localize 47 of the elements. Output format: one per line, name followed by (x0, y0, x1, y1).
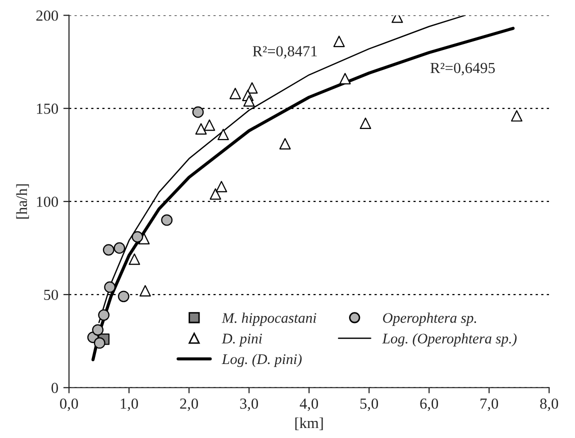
x-tick-label: 6,0 (420, 398, 438, 411)
x-tick-label: 2,0 (180, 398, 198, 411)
point (161, 214, 173, 226)
point (118, 290, 130, 302)
legend-label: Log. (D. pini) (222, 354, 302, 368)
point (94, 337, 106, 349)
x-tick-label: 8,0 (540, 398, 558, 411)
legend-label: M. hippocastani (222, 312, 316, 326)
y-tick-label: 50 (44, 290, 58, 300)
annotation: R²=0,8471 (252, 46, 317, 59)
point (204, 119, 216, 131)
legend-label: Operophtera sp. (383, 312, 476, 326)
point (243, 95, 255, 107)
x-axis-title: [km] (295, 417, 323, 430)
legend-label: Log. (Operophtera sp.) (382, 333, 517, 346)
y-tick-label: 100 (37, 196, 58, 207)
point (195, 123, 207, 135)
x-tick-label: 0,0 (60, 398, 78, 411)
x-tick-label: 3,0 (240, 398, 258, 411)
y-tick-label: 200 (36, 10, 58, 21)
y-tick-label: 0 (52, 382, 58, 394)
point (360, 118, 372, 129)
point (333, 36, 345, 48)
point (192, 106, 204, 118)
point (140, 285, 151, 297)
point (339, 72, 351, 84)
y-tick-label: 150 (37, 104, 58, 114)
point (132, 231, 144, 243)
point (102, 244, 114, 256)
legend-label: D. pini (222, 334, 262, 346)
point (104, 281, 116, 293)
point (98, 309, 110, 321)
point (128, 253, 140, 265)
point (218, 128, 229, 140)
x-tick-label: 5,0 (360, 398, 378, 411)
point (92, 324, 104, 336)
x-tick-label: 1,0 (120, 398, 138, 411)
point (279, 138, 291, 150)
x-tick-label: 4,0 (300, 398, 318, 411)
point (210, 188, 222, 200)
annotation: R²=0,6495 (430, 62, 495, 76)
y-axis-title: [ha/h] (16, 184, 29, 219)
point (511, 110, 522, 122)
x-tick-label: 7,0 (480, 398, 498, 411)
point (216, 180, 228, 192)
point (114, 242, 126, 254)
point (230, 88, 241, 100)
